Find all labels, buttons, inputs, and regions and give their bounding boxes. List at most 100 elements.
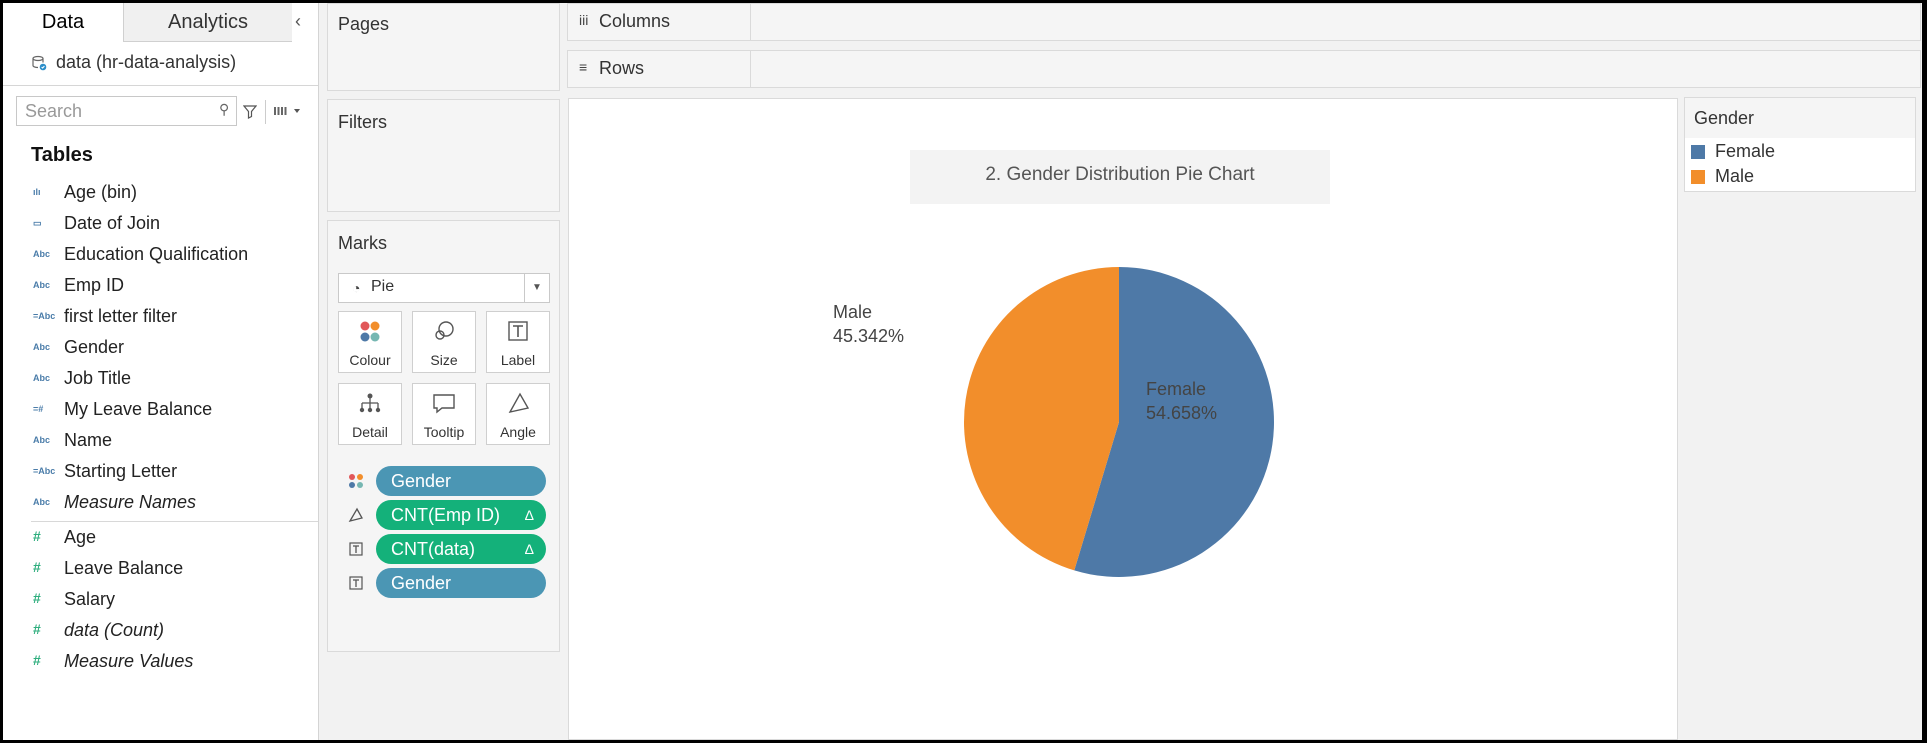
pages-title: Pages — [338, 14, 390, 34]
filter-icon[interactable] — [243, 104, 257, 120]
pages-card[interactable]: Pages — [327, 3, 560, 91]
cnt-empid-angle-pill[interactable]: CNT(Emp ID) Δ — [376, 500, 546, 530]
field-item[interactable]: # Salary — [3, 585, 318, 616]
field-item[interactable]: =Abc Starting Letter — [3, 457, 318, 488]
detail-icon — [359, 393, 381, 413]
field-label: Measure Names — [64, 492, 197, 512]
view-canvas[interactable]: 2. Gender Distribution Pie Chart Male 45… — [568, 98, 1678, 740]
field-label: Starting Letter — [64, 461, 178, 481]
size-label: Size — [430, 352, 458, 368]
marks-pill-row: Gender — [338, 568, 550, 598]
label-button[interactable]: Label — [486, 311, 550, 373]
size-button[interactable]: Size — [412, 311, 476, 373]
field-label: Name — [64, 430, 113, 450]
string-icon: Abc — [33, 435, 51, 445]
app-frame: Data Analytics ‹ data (hr-data-analysis)… — [3, 3, 1922, 740]
gender-colour-pill[interactable]: Gender — [376, 466, 546, 496]
chevron-down-icon: ▼ — [524, 274, 549, 302]
columns-shelf-header: iii Columns — [568, 4, 751, 40]
calculated-string-icon: =Abc — [33, 466, 56, 476]
field-item[interactable]: Abc Gender — [3, 333, 318, 364]
number-icon: # — [33, 528, 41, 544]
string-icon: Abc — [33, 373, 51, 383]
legend-item-female[interactable]: Female — [1691, 140, 1891, 164]
chart-title: 2. Gender Distribution Pie Chart — [985, 164, 1255, 185]
label-label: Label — [500, 352, 536, 368]
slice-name: Female — [1146, 379, 1207, 399]
field-item[interactable]: =# My Leave Balance — [3, 395, 318, 426]
number-icon: # — [33, 621, 41, 637]
pie-slice-female[interactable] — [1074, 267, 1275, 578]
pill-label: Gender — [391, 573, 452, 593]
columns-icon: iii — [579, 12, 589, 28]
slice-value: 45.342% — [833, 326, 905, 346]
size-icon — [435, 321, 454, 340]
divider — [265, 100, 266, 124]
field-label: Education Qualification — [64, 244, 249, 264]
field-item[interactable]: # Leave Balance — [3, 554, 318, 585]
field-item[interactable]: =Abc first letter filter — [3, 302, 318, 333]
calculated-number-icon: =# — [33, 404, 44, 414]
rows-shelf[interactable]: ≡ Rows — [567, 50, 1921, 88]
field-item[interactable]: Abc Measure Names — [3, 488, 318, 519]
field-label: Gender — [64, 337, 125, 357]
field-label: first letter filter — [64, 306, 178, 326]
tooltip-label: Tooltip — [423, 424, 465, 440]
gender-label-pill[interactable]: Gender — [376, 568, 546, 598]
collapse-pane-icon[interactable]: ‹ — [295, 11, 301, 31]
gender-legend: Gender Female Male — [1684, 97, 1916, 192]
side-tabs: Data Analytics ‹ — [3, 3, 318, 42]
cnt-data-label-pill[interactable]: CNT(data) Δ — [376, 534, 546, 564]
legend-label: Male — [1715, 166, 1755, 186]
detail-button[interactable]: Detail — [338, 383, 402, 445]
view-options-icon[interactable] — [273, 104, 303, 118]
colour-button[interactable]: Colour — [338, 311, 402, 373]
field-label: Emp ID — [64, 275, 125, 295]
field-item[interactable]: # data (Count) — [3, 616, 318, 647]
datasource-label[interactable]: data (hr-data-analysis) — [56, 52, 237, 72]
tab-analytics[interactable]: Analytics — [123, 3, 292, 42]
field-item[interactable]: Abc Education Qualification — [3, 240, 318, 271]
filters-card[interactable]: Filters — [327, 99, 560, 212]
filters-title: Filters — [338, 112, 387, 132]
tooltip-icon — [433, 394, 455, 414]
divider — [31, 521, 318, 522]
legend-title: Gender — [1694, 108, 1755, 128]
angle-button[interactable]: Angle — [486, 383, 550, 445]
marks-pill-row: CNT(Emp ID) Δ — [338, 500, 550, 530]
field-item[interactable]: Abc Name — [3, 426, 318, 457]
search-input[interactable] — [16, 96, 237, 126]
field-item[interactable]: Abc Job Title — [3, 364, 318, 395]
mark-type-dropdown[interactable]: ◔ Pie ▼ — [338, 273, 550, 303]
chart-title-box[interactable]: 2. Gender Distribution Pie Chart — [910, 150, 1330, 204]
tooltip-button[interactable]: Tooltip — [412, 383, 476, 445]
colour-label: Colour — [349, 352, 391, 368]
pie-slice-male[interactable] — [964, 267, 1119, 571]
detail-label: Detail — [352, 424, 388, 440]
rows-icon: ≡ — [579, 59, 588, 75]
field-item[interactable]: ılı Age (bin) — [3, 178, 318, 209]
search-icon: ⚲ — [219, 101, 230, 117]
field-label: Job Title — [64, 368, 132, 388]
columns-shelf[interactable]: iii Columns — [567, 3, 1921, 41]
legend-item-male[interactable]: Male — [1691, 165, 1891, 189]
field-item[interactable]: # Age — [3, 523, 318, 554]
field-item[interactable]: ▭ Date of Join — [3, 209, 318, 240]
field-label: My Leave Balance — [64, 399, 213, 419]
angle-icon — [348, 507, 363, 523]
female-data-label: Female 54.658% — [1146, 377, 1217, 425]
slice-value: 54.658% — [1146, 403, 1218, 423]
legend-header[interactable]: Gender — [1685, 98, 1915, 138]
field-item[interactable]: # Measure Values — [3, 647, 318, 678]
date-icon: ▭ — [33, 218, 42, 228]
tab-data[interactable]: Data — [3, 3, 123, 41]
field-item[interactable]: Abc Emp ID — [3, 271, 318, 302]
number-icon: # — [33, 590, 41, 606]
string-icon: Abc — [33, 280, 51, 290]
calculated-string-icon: =Abc — [33, 311, 56, 321]
label-icon — [508, 321, 528, 341]
field-label: Date of Join — [64, 213, 161, 233]
male-swatch — [1691, 170, 1705, 184]
pie-chart — [964, 267, 1275, 578]
delta-icon: Δ — [524, 507, 534, 523]
